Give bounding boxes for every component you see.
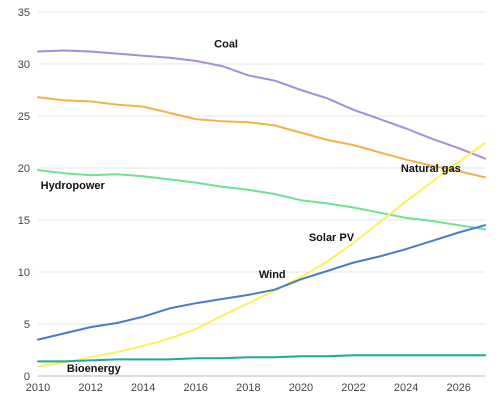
x-tick-label: 2018 — [236, 382, 260, 394]
gridlines — [38, 11, 485, 325]
series-label-solar-pv: Solar PV — [309, 232, 355, 244]
x-tick-label: 2016 — [184, 382, 208, 394]
y-tick-label: 15 — [18, 215, 30, 227]
series-lines — [37, 49, 486, 368]
x-tick-label: 2022 — [341, 382, 365, 394]
axes: 0 5 10 15 20 25 30 35 2010 2012 2014 2016 2018 2020 20… — [18, 7, 485, 394]
series-labels: Coal Natural gas Hydropower Solar PV Wind Bio… — [41, 38, 461, 374]
series-line-solar-pv — [37, 142, 486, 368]
y-tick-label: 0 — [24, 371, 30, 383]
series-label-natural-gas: Natural gas — [401, 163, 461, 175]
y-tick-label: 20 — [18, 163, 30, 175]
series-label-coal: Coal — [214, 38, 238, 50]
x-tick-label: 2010 — [26, 382, 50, 394]
series-line-bioenergy — [37, 354, 486, 363]
y-tick-label: 30 — [18, 59, 30, 71]
y-tick-label: 5 — [24, 319, 30, 331]
y-tick-label: 25 — [18, 111, 30, 123]
series-label-bioenergy: Bioenergy — [67, 363, 122, 375]
series-line-wind — [37, 224, 486, 341]
x-tick-label: 2020 — [289, 382, 313, 394]
series-label-wind: Wind — [259, 269, 286, 281]
y-tick-label: 10 — [18, 267, 30, 279]
x-tick-label: 2024 — [394, 382, 418, 394]
series-line-hydropower — [37, 169, 486, 231]
series-label-hydropower: Hydropower — [41, 180, 106, 192]
x-tick-label: 2026 — [446, 382, 470, 394]
x-tick-label: 2012 — [78, 382, 102, 394]
y-tick-label: 35 — [18, 7, 30, 19]
x-tick-label: 2014 — [131, 382, 155, 394]
series-line-coal — [37, 49, 486, 160]
series-line-natural-gas — [37, 96, 486, 179]
